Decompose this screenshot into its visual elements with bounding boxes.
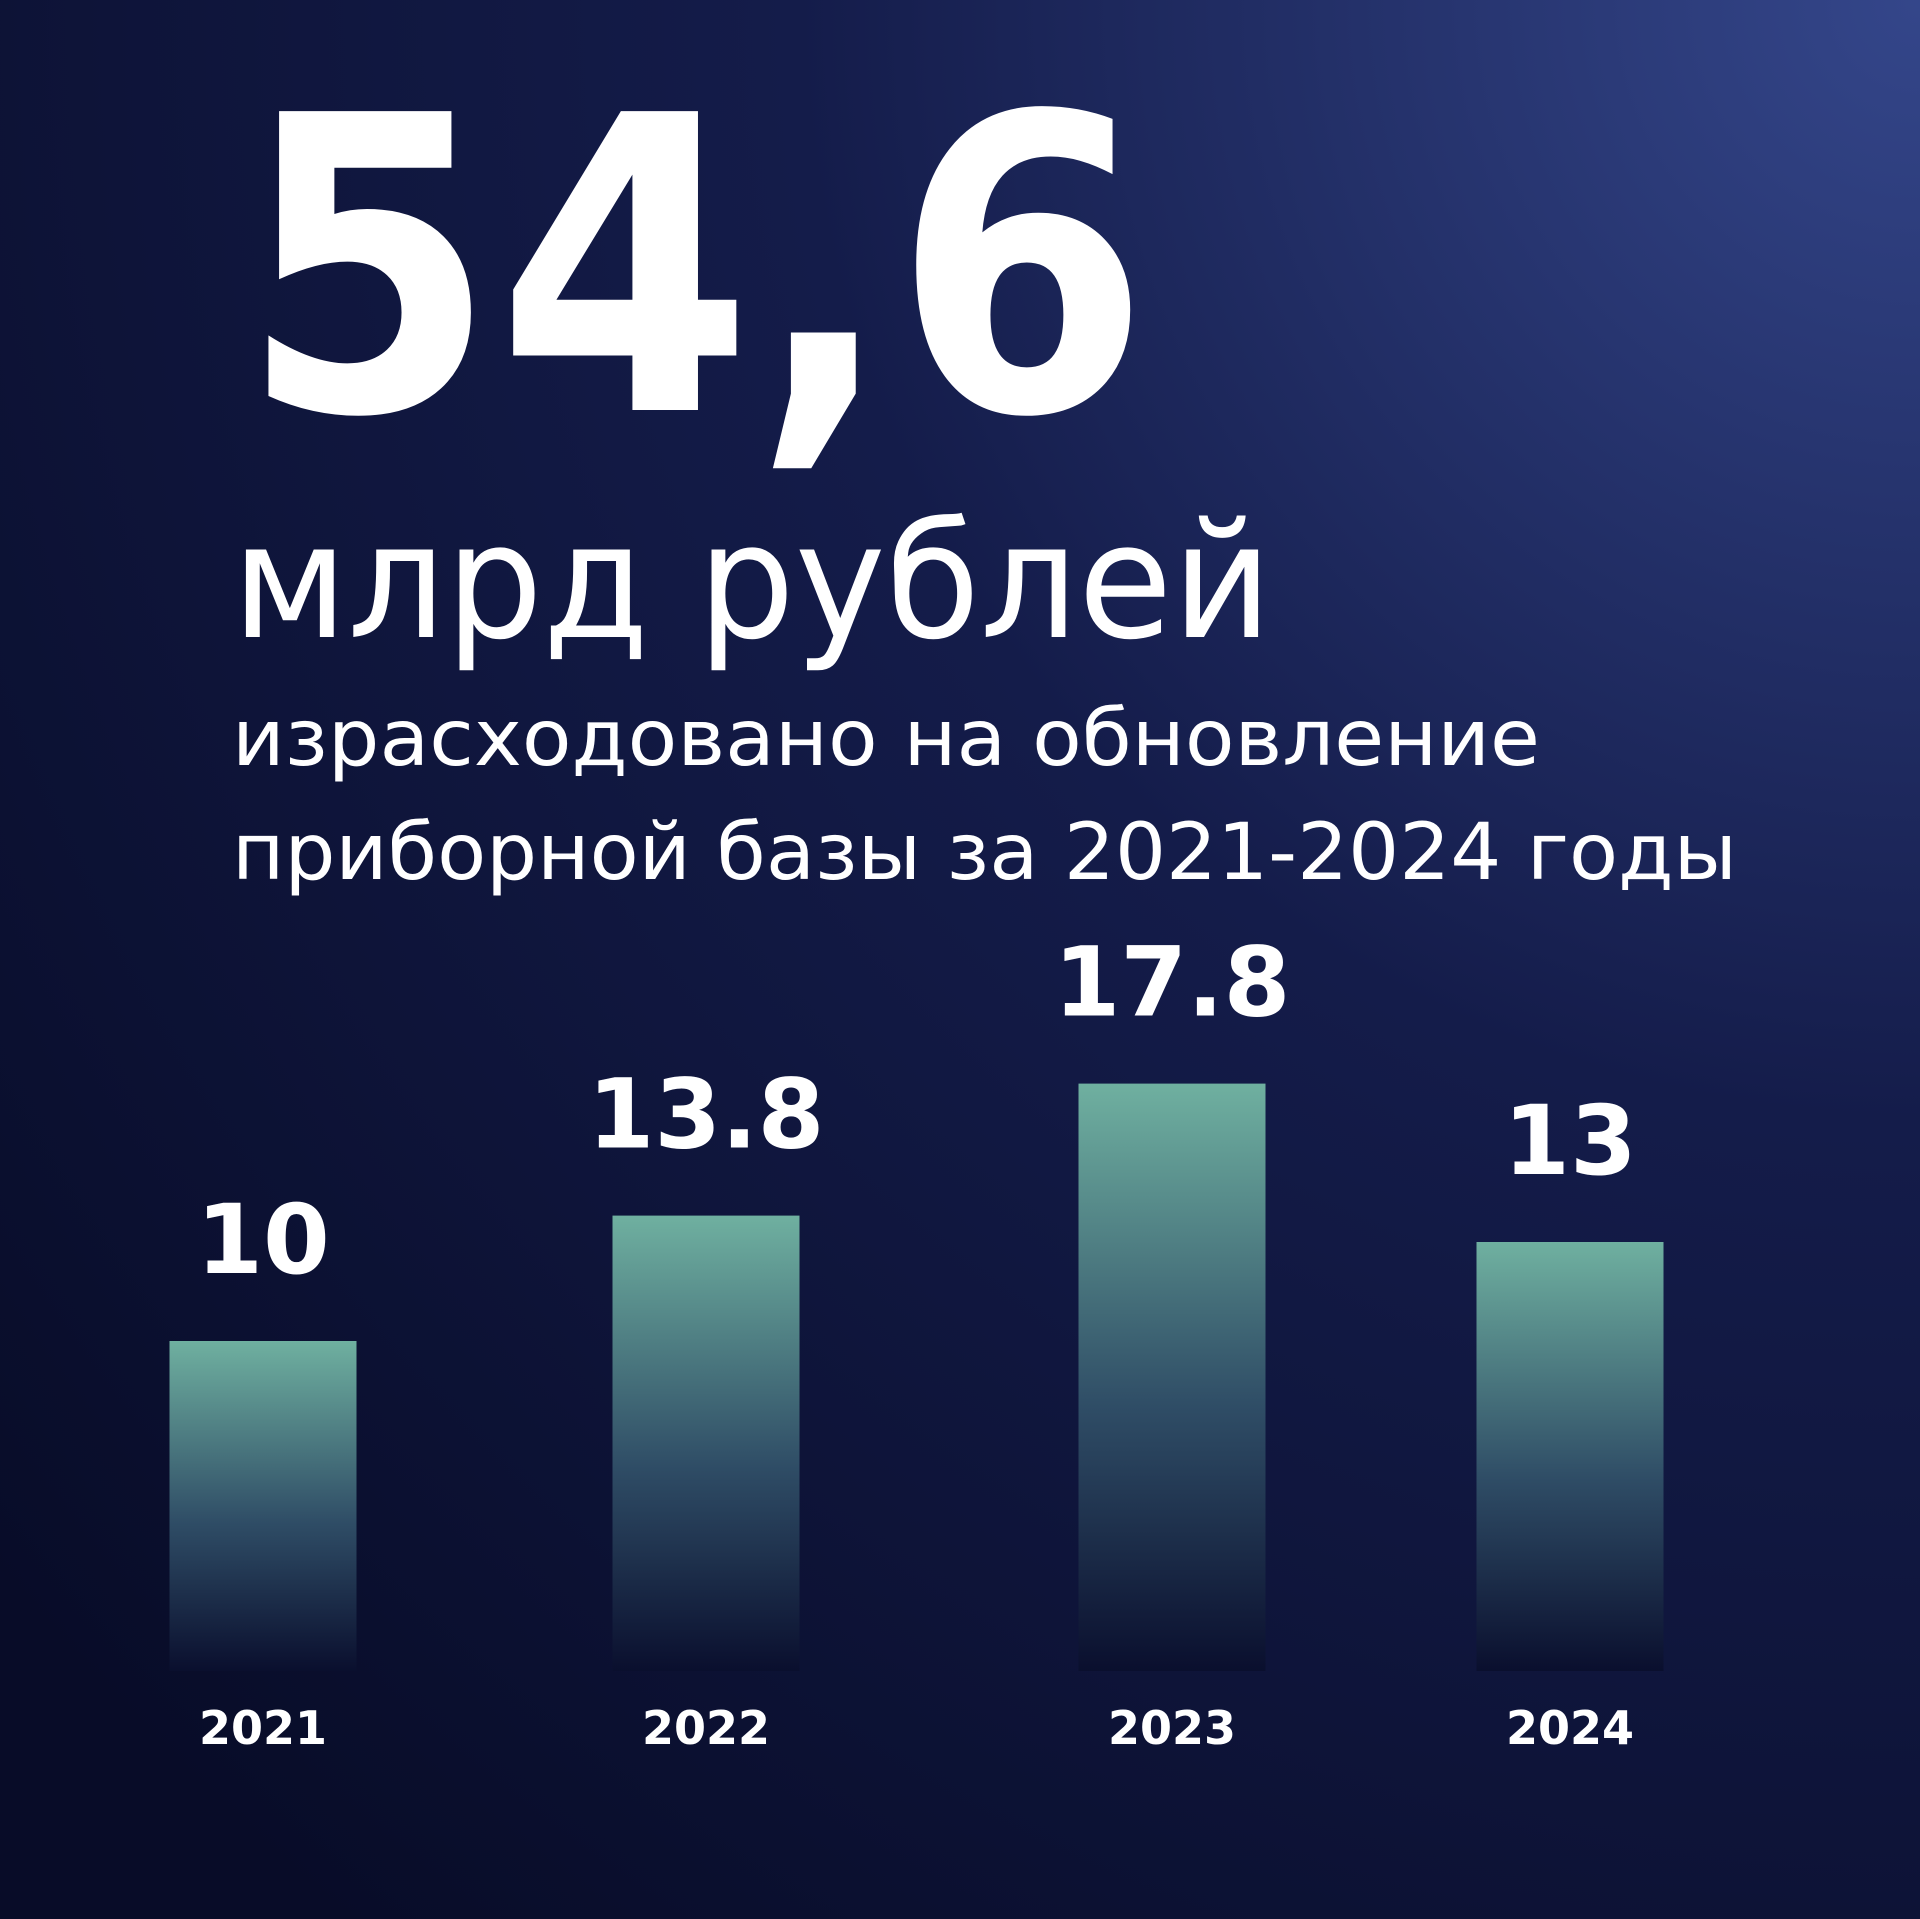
description-line: израсходовано на обновление	[232, 694, 1540, 784]
bar	[169, 1341, 357, 1671]
bar	[1476, 1242, 1664, 1671]
value-label: 13.8	[588, 1059, 825, 1171]
bar	[1078, 1083, 1266, 1671]
x-tick-label: 2023	[1108, 1701, 1236, 1755]
description-line: приборной базы за 2021-2024 годы	[232, 808, 1737, 898]
value-label: 10	[196, 1184, 330, 1296]
value-label: 17.8	[1054, 927, 1291, 1039]
headline-unit: млрд рублей	[232, 488, 1272, 675]
x-tick-label: 2022	[642, 1701, 770, 1755]
x-tick-label: 2024	[1506, 1701, 1634, 1755]
x-tick-label: 2021	[199, 1701, 327, 1755]
value-label: 13	[1503, 1085, 1637, 1197]
bar	[612, 1215, 800, 1671]
headline-number: 54,6	[240, 29, 1150, 507]
